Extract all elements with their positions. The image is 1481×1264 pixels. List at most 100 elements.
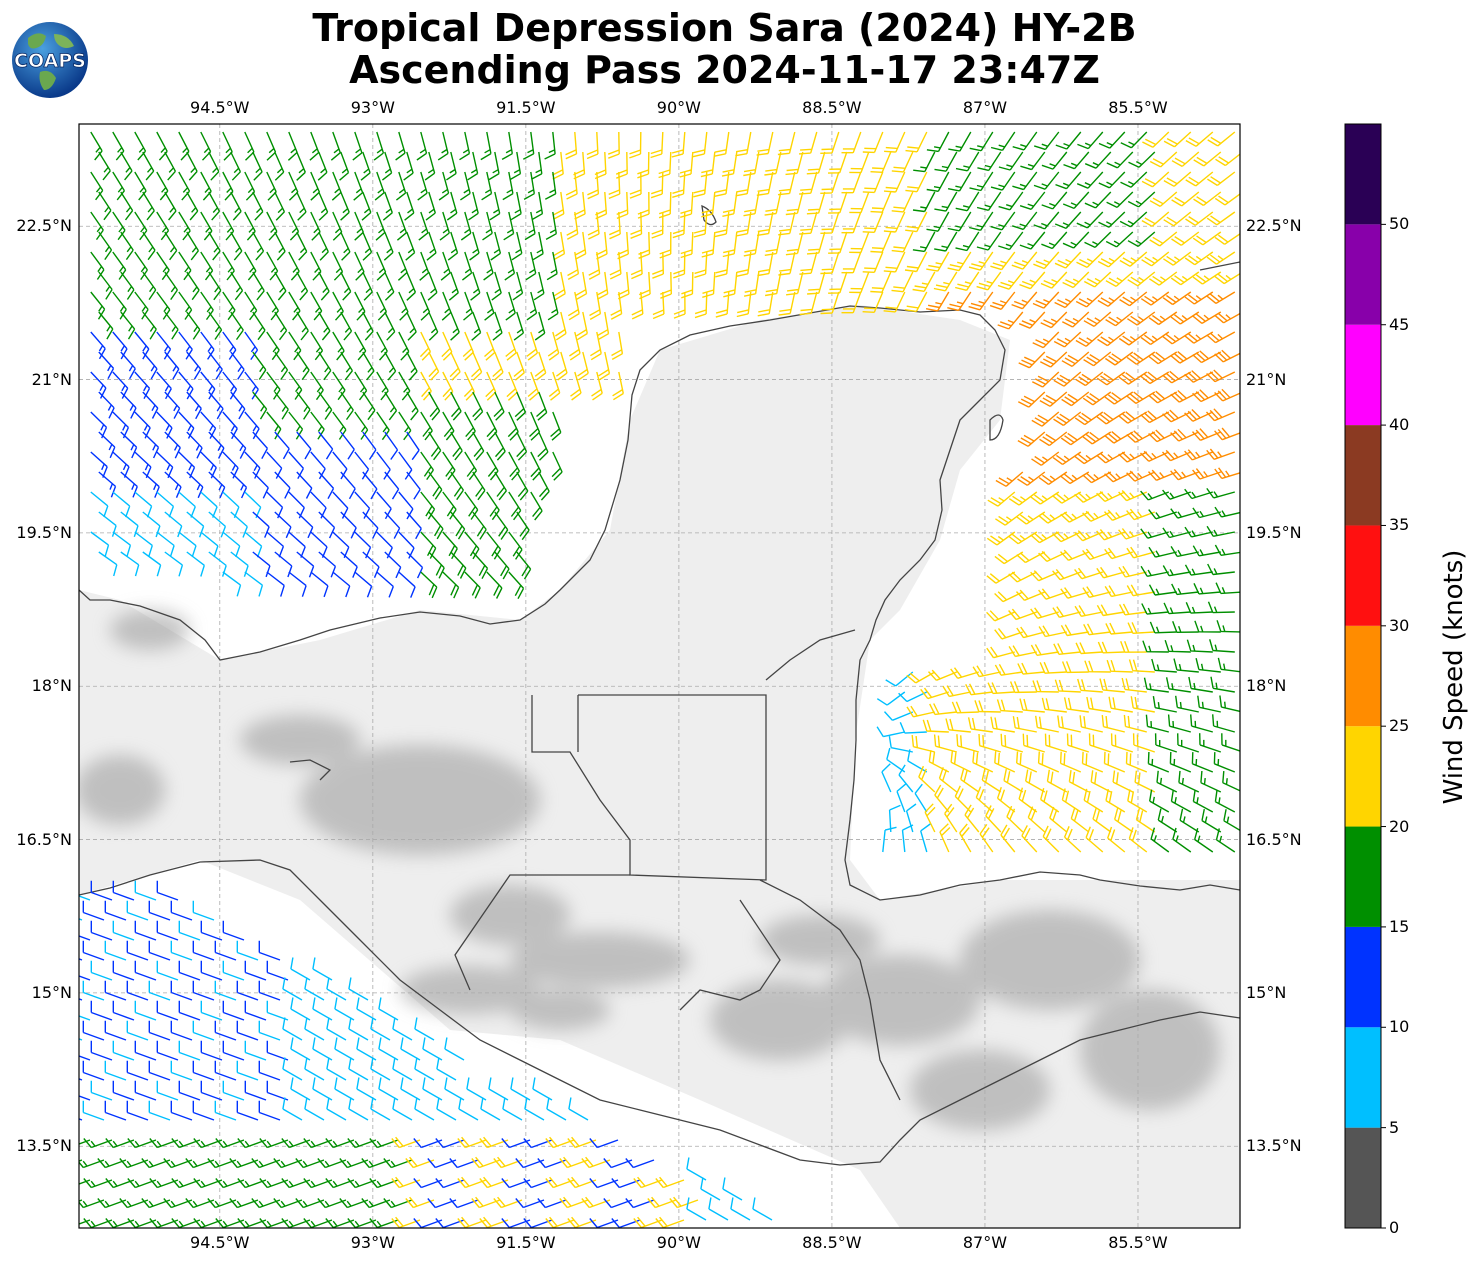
wind-barb [1097, 331, 1126, 347]
wind-barb [384, 431, 399, 460]
wind-barb [406, 311, 417, 341]
wind-barb [266, 291, 279, 321]
wind-barb [170, 940, 193, 961]
wind-barb [799, 171, 818, 195]
wind-barb [652, 291, 665, 320]
wind-barb [1167, 714, 1191, 733]
wind-barb [591, 371, 603, 401]
wind-barb [354, 571, 373, 598]
wind-barb [142, 191, 155, 221]
wind-barb [1061, 351, 1090, 368]
wind-barb [1185, 131, 1214, 147]
wind-barb [464, 451, 478, 481]
wind-barb [384, 511, 401, 539]
wind-barb [1060, 587, 1089, 599]
wind-barb [964, 804, 980, 833]
wind-barb [555, 311, 567, 341]
wind-barb [1175, 695, 1199, 713]
wind-barb [975, 786, 994, 813]
wind-barb [310, 571, 329, 598]
wind-barb [1141, 603, 1169, 615]
wind-barb [735, 171, 752, 197]
wind-barb [1083, 351, 1112, 367]
colorbar-bin [1345, 425, 1381, 526]
wind-barb [90, 920, 113, 941]
wind-barb [1052, 491, 1082, 504]
wind-barb [1207, 563, 1235, 576]
wind-barb [90, 1080, 113, 1101]
wind-barb [998, 151, 1024, 171]
wind-barb [994, 751, 1016, 773]
wind-barb [230, 231, 243, 261]
wind-barb [743, 191, 760, 217]
wind-barb [156, 880, 179, 901]
wind-barb [1038, 625, 1067, 638]
wind-barb [1052, 606, 1081, 618]
wind-barb [1011, 291, 1038, 310]
wind-barb [1031, 371, 1060, 388]
lake [289, 759, 332, 781]
wind-barb [304, 977, 325, 1001]
wind-barb [700, 1177, 721, 1201]
wind-barb [362, 471, 378, 500]
wind-barb [164, 271, 178, 301]
wind-barb [404, 191, 415, 221]
globe-logo-icon: COAPS [12, 22, 88, 98]
wind-barb [376, 531, 393, 559]
wind-barb [1197, 695, 1221, 713]
wind-barb [1061, 661, 1089, 674]
wind-barb [944, 803, 958, 833]
wind-barb [1148, 351, 1178, 365]
wind-barb [650, 131, 664, 159]
wind-barb [883, 211, 906, 233]
logo-text: COAPS [14, 50, 86, 72]
wind-barb [79, 935, 91, 941]
wind-barb [730, 1197, 751, 1221]
wind-barb [1084, 151, 1112, 169]
wind-barb [419, 251, 430, 281]
wind-barb [318, 271, 330, 301]
wind-barb [460, 211, 472, 241]
wind-barb [820, 171, 840, 194]
wind-barb [318, 391, 333, 420]
wind-barb [470, 271, 481, 301]
wind-barb [947, 171, 972, 192]
wind-barb [901, 824, 914, 853]
wind-barb [126, 980, 149, 1001]
wind-barb [637, 151, 650, 179]
wind-barb [965, 683, 993, 696]
wind-barb [142, 311, 157, 340]
wind-barb [934, 191, 958, 212]
wind-barb [310, 491, 327, 519]
wind-barb [651, 211, 664, 239]
lat-tick-label-right: 16.5°N [1246, 829, 1302, 849]
wind-barb [841, 211, 862, 234]
wind-barb [1118, 565, 1147, 578]
wind-barb [178, 920, 201, 941]
wind-barb [912, 271, 936, 292]
wind-barb [1012, 131, 1038, 151]
wind-barb [1030, 644, 1059, 656]
wind-barb [955, 191, 980, 212]
wind-barb [841, 131, 862, 154]
wind-barb [1066, 733, 1090, 753]
wind-barb [951, 701, 979, 714]
wind-barb [1149, 271, 1178, 286]
wind-barb [244, 1040, 267, 1061]
wind-barb [924, 803, 936, 833]
wind-barb [1161, 449, 1192, 462]
wind-barb [120, 551, 140, 577]
wind-barb [1141, 171, 1170, 188]
wind-barb [244, 131, 255, 161]
wind-barb [230, 311, 244, 341]
wind-barb [569, 331, 581, 361]
wind-barb [472, 471, 486, 501]
wind-barb [296, 151, 306, 181]
wind-barb [406, 551, 424, 579]
wind-barb [90, 880, 113, 901]
wind-barb [1170, 351, 1200, 364]
wind-barb [1074, 530, 1104, 542]
wind-barb [1127, 191, 1156, 208]
wind-barb [156, 1040, 179, 1061]
wind-barb [142, 351, 158, 380]
